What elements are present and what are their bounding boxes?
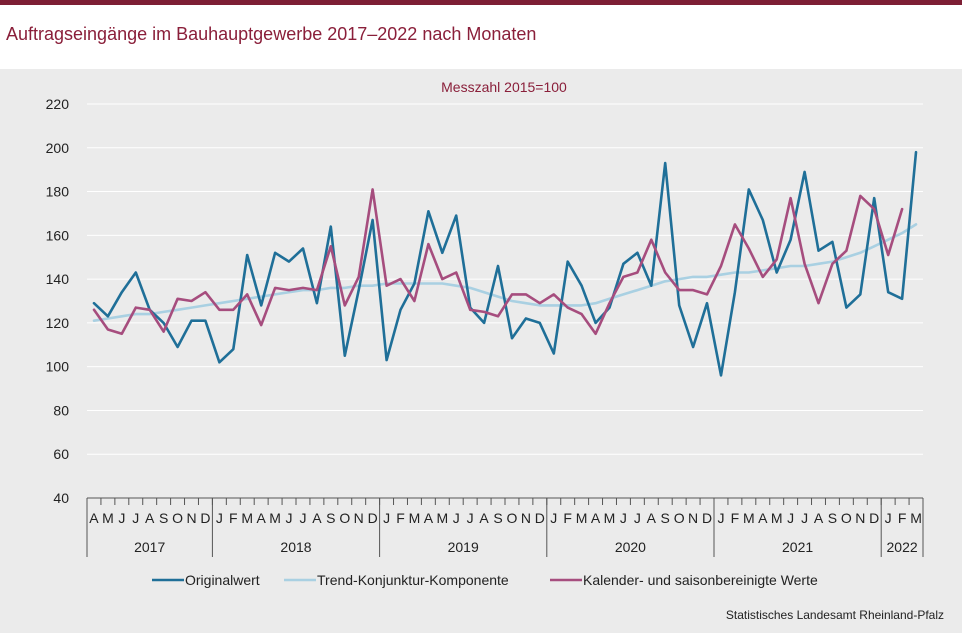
month-tick-label: F [229, 510, 238, 526]
month-tick-label: D [535, 510, 545, 526]
series-line-2 [92, 188, 904, 336]
month-tick-label: O [339, 510, 350, 526]
y-tick-label: 120 [46, 315, 70, 331]
month-tick-label: J [299, 510, 306, 526]
year-label: 2021 [782, 539, 813, 555]
year-label: 2019 [448, 539, 479, 555]
month-tick-label: M [269, 510, 281, 526]
month-tick-label: D [200, 510, 210, 526]
y-tick-label: 160 [46, 227, 70, 243]
month-tick-label: N [521, 510, 531, 526]
month-tick-label: A [758, 510, 768, 526]
y-axis-ticks: 40 60 80 100 120 140 160 180 200 220 [46, 96, 70, 506]
month-tick-label: M [771, 510, 783, 526]
year-label: 2017 [134, 539, 165, 555]
month-tick-label: S [828, 510, 837, 526]
month-tick-label: A [647, 510, 657, 526]
month-tick-label: M [436, 510, 448, 526]
y-tick-label: 180 [46, 184, 70, 200]
year-label: 2020 [615, 539, 646, 555]
legend: Originalwert Trend-Konjunktur-Komponente K… [152, 572, 818, 588]
y-tick-label: 100 [46, 359, 70, 375]
y-tick-label: 220 [46, 96, 70, 112]
y-tick-label: 80 [53, 402, 69, 418]
month-tick-label: D [368, 510, 378, 526]
chart-panel [0, 69, 962, 633]
unit-label: Messzahl 2015=100 [441, 79, 567, 95]
month-tick-label: S [661, 510, 670, 526]
month-tick-label: A [814, 510, 824, 526]
month-tick-label: A [256, 510, 266, 526]
month-tick-label: A [591, 510, 601, 526]
month-tick-label: A [89, 510, 99, 526]
month-tick-label: S [493, 510, 502, 526]
month-tick-label: M [409, 510, 421, 526]
month-tick-label: J [885, 510, 892, 526]
month-tick-label: A [312, 510, 322, 526]
month-tick-label: J [216, 510, 223, 526]
month-tick-label: D [869, 510, 879, 526]
legend-label: Trend-Konjunktur-Komponente [317, 572, 509, 588]
month-tick-label: J [801, 510, 808, 526]
year-label: 2022 [887, 539, 918, 555]
month-tick-label: N [354, 510, 364, 526]
month-tick-label: A [424, 510, 434, 526]
month-tick-label: S [159, 510, 168, 526]
month-tick-label: F [731, 510, 740, 526]
legend-label: Originalwert [185, 572, 260, 588]
month-tick-label: N [186, 510, 196, 526]
y-tick-label: 200 [46, 140, 70, 156]
month-tick-label: N [855, 510, 865, 526]
month-tick-label: A [479, 510, 489, 526]
month-tick-label: J [118, 510, 125, 526]
month-tick-label: M [604, 510, 616, 526]
month-tick-label: M [102, 510, 114, 526]
month-tick-label: J [453, 510, 460, 526]
legend-label: Kalender- und saisonbereinigte Werte [583, 572, 818, 588]
month-tick-label: J [132, 510, 139, 526]
y-tick-label: 40 [53, 490, 69, 506]
month-tick-label: J [550, 510, 557, 526]
top-accent-bar [0, 0, 962, 5]
month-tick-label: F [396, 510, 405, 526]
chart-title: Auftragseingänge im Bauhauptgewerbe 2017… [6, 24, 537, 44]
month-tick-label: O [507, 510, 518, 526]
month-tick-label: M [241, 510, 253, 526]
month-tick-label: J [620, 510, 627, 526]
year-label: 2018 [280, 539, 311, 555]
month-tick-label: J [383, 510, 390, 526]
month-tick-label: A [145, 510, 155, 526]
y-tick-label: 60 [53, 446, 69, 462]
month-tick-label: M [576, 510, 588, 526]
month-tick-label: O [674, 510, 685, 526]
month-tick-label: D [702, 510, 712, 526]
month-tick-label: J [717, 510, 724, 526]
month-tick-label: M [743, 510, 755, 526]
month-tick-label: S [326, 510, 335, 526]
month-tick-label: J [467, 510, 474, 526]
series-lines [92, 150, 918, 377]
month-tick-label: O [841, 510, 852, 526]
month-tick-label: O [172, 510, 183, 526]
y-tick-label: 140 [46, 271, 70, 287]
series-line-0 [92, 150, 918, 377]
month-tick-label: J [634, 510, 641, 526]
month-tick-label: N [688, 510, 698, 526]
month-tick-label: J [787, 510, 794, 526]
month-tick-label: F [898, 510, 907, 526]
month-tick-label: M [910, 510, 922, 526]
month-tick-label: J [286, 510, 293, 526]
month-tick-label: F [563, 510, 572, 526]
source-label: Statistisches Landesamt Rheinland-Pfalz [726, 608, 944, 622]
